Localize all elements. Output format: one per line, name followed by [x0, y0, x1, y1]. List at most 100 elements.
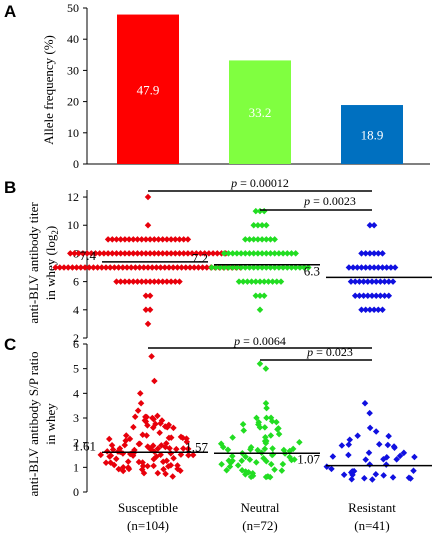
- data-point: [137, 399, 145, 407]
- data-point: [279, 460, 287, 468]
- data-point: [271, 466, 278, 473]
- data-point: [148, 353, 155, 360]
- data-point: [69, 264, 76, 271]
- data-point: [162, 470, 169, 478]
- data-point: [354, 432, 361, 440]
- data-point: [267, 432, 275, 439]
- p-symbol: p: [306, 345, 313, 359]
- data-point: [387, 264, 395, 271]
- panel-b-ylabel-line1: anti-BLV antibody titer: [26, 202, 41, 324]
- x-category-label: Resistant: [348, 500, 396, 515]
- data-point: [186, 264, 194, 271]
- data-point: [288, 264, 295, 271]
- data-point: [151, 278, 158, 285]
- data-point: [182, 264, 190, 271]
- p-value-label: p = 0.00012: [230, 176, 289, 190]
- data-point: [358, 306, 365, 314]
- data-point: [267, 264, 274, 271]
- data-point: [233, 250, 241, 257]
- data-point: [140, 264, 148, 271]
- data-point: [123, 432, 130, 439]
- data-point: [366, 461, 374, 468]
- data-point: [385, 278, 393, 285]
- data-point: [155, 278, 162, 285]
- data-point: [75, 250, 82, 257]
- data-point: [237, 250, 245, 257]
- y-tick-label: 10: [67, 126, 79, 140]
- data-point: [153, 453, 160, 460]
- data-point: [168, 434, 175, 441]
- data-point: [79, 250, 87, 257]
- data-point: [151, 377, 158, 385]
- data-point: [146, 292, 154, 299]
- panel-b-ylabel-line2: in whey (log2): [43, 226, 60, 301]
- data-point: [368, 292, 376, 299]
- data-point: [260, 278, 268, 285]
- data-point: [167, 462, 175, 469]
- data-point: [135, 458, 143, 466]
- data-point: [176, 278, 183, 285]
- data-point: [161, 264, 169, 271]
- data-point: [184, 236, 192, 243]
- median-label: 7.2: [192, 251, 208, 266]
- data-point: [92, 250, 99, 257]
- data-point: [218, 460, 225, 468]
- data-point: [159, 250, 166, 257]
- data-point: [345, 264, 353, 271]
- data-point: [370, 250, 378, 257]
- data-point: [219, 443, 227, 451]
- data-point: [216, 264, 224, 271]
- data-point: [180, 236, 187, 243]
- data-point: [121, 250, 129, 257]
- data-point: [90, 264, 97, 271]
- data-point: [379, 250, 386, 257]
- data-point: [347, 278, 355, 285]
- data-point: [242, 264, 249, 271]
- bar-value-label: 33.2: [249, 105, 272, 120]
- panel-c-ylabel-line1: anti-BLV antibody S/P ratio: [26, 351, 41, 496]
- y-tick-label: 20: [67, 95, 79, 109]
- data-point: [142, 292, 150, 299]
- data-point: [380, 472, 387, 479]
- p-value-text: = 0.0023: [310, 194, 356, 208]
- data-point: [229, 250, 236, 257]
- data-point: [83, 250, 91, 257]
- data-point: [246, 236, 253, 243]
- data-point: [372, 292, 380, 299]
- data-point: [156, 429, 163, 437]
- ylabel-subscript: 2: [50, 230, 60, 235]
- data-point: [176, 236, 183, 243]
- data-point: [173, 445, 180, 453]
- data-point: [199, 264, 206, 271]
- y-tick-label: 2: [73, 331, 79, 345]
- data-point: [263, 414, 270, 422]
- data-point: [262, 433, 269, 441]
- data-point: [252, 278, 260, 285]
- x-category-n: (n=104): [127, 518, 169, 533]
- data-point: [167, 236, 175, 243]
- y-tick-label: 4: [73, 386, 79, 400]
- data-point: [143, 432, 150, 439]
- data-point: [138, 250, 145, 257]
- data-point: [157, 264, 164, 271]
- data-point: [268, 417, 276, 425]
- data-point: [190, 264, 198, 271]
- data-point: [164, 423, 171, 431]
- data-point: [345, 441, 352, 448]
- p-symbol: p: [230, 176, 237, 190]
- data-point: [138, 278, 145, 285]
- data-point: [134, 236, 141, 243]
- panel-a-bar-chart: 0 10 20 30 40 50 47.9 33.2 18.9: [67, 1, 430, 171]
- y-tick-label: 50: [67, 1, 79, 15]
- data-point: [366, 221, 374, 229]
- data-point: [102, 459, 110, 467]
- data-point: [130, 250, 137, 257]
- data-point: [375, 306, 382, 314]
- median-label: 1.07: [297, 452, 320, 467]
- data-point: [240, 427, 247, 434]
- y-tick-label: 4: [73, 303, 79, 317]
- data-point: [262, 439, 270, 447]
- data-point: [142, 250, 150, 257]
- data-point: [183, 438, 191, 446]
